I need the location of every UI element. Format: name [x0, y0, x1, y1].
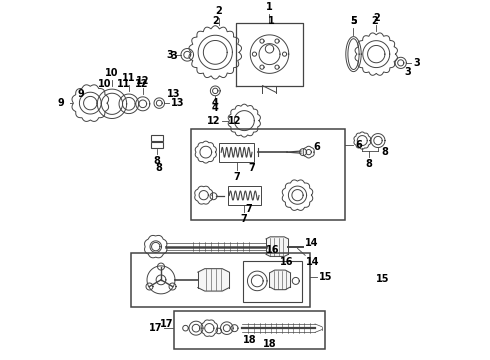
Text: 12: 12	[136, 76, 149, 86]
Text: 6: 6	[355, 140, 362, 150]
Text: 8: 8	[153, 156, 160, 166]
Text: 16: 16	[280, 257, 294, 267]
Text: 3: 3	[167, 50, 173, 60]
Text: 5: 5	[350, 16, 357, 26]
Text: 1: 1	[268, 16, 274, 26]
Text: 2: 2	[212, 16, 219, 26]
Text: 1: 1	[266, 2, 273, 12]
Text: 10: 10	[98, 79, 112, 89]
Bar	[150, 141, 163, 148]
Text: 7: 7	[241, 215, 247, 224]
Text: 16: 16	[266, 246, 279, 255]
Text: 12: 12	[228, 116, 242, 126]
Text: 13: 13	[171, 98, 184, 108]
Bar	[191, 129, 345, 220]
Text: 18: 18	[243, 335, 256, 345]
Text: 5: 5	[350, 16, 357, 26]
Bar	[131, 253, 310, 307]
Text: 7: 7	[233, 172, 240, 182]
Bar	[174, 311, 325, 349]
Text: 9: 9	[57, 98, 64, 108]
Text: 10: 10	[105, 68, 119, 78]
Text: 17: 17	[148, 323, 162, 333]
Text: 13: 13	[167, 89, 180, 99]
Text: 17: 17	[160, 319, 173, 329]
Text: 14: 14	[306, 257, 320, 267]
Text: 8: 8	[156, 163, 163, 173]
Bar	[150, 135, 163, 141]
Text: 3: 3	[170, 51, 177, 61]
Text: 2: 2	[216, 6, 222, 16]
Text: 3: 3	[404, 67, 411, 77]
Text: 2: 2	[371, 16, 378, 26]
Text: 14: 14	[304, 238, 318, 248]
Text: 15: 15	[318, 272, 332, 282]
Text: 6: 6	[313, 142, 320, 152]
Text: 15: 15	[376, 274, 390, 284]
Text: 2: 2	[373, 13, 380, 23]
Text: 18: 18	[263, 339, 276, 349]
Text: 12: 12	[207, 116, 220, 126]
Text: 12: 12	[135, 79, 148, 89]
Bar	[243, 261, 302, 302]
Text: 8: 8	[382, 147, 389, 157]
Text: 7: 7	[248, 163, 255, 173]
Text: 9: 9	[77, 89, 84, 99]
Bar	[227, 186, 261, 204]
Text: 3: 3	[413, 58, 420, 68]
Text: 4: 4	[212, 103, 219, 113]
Text: 7: 7	[245, 204, 252, 214]
Bar	[220, 143, 254, 162]
Text: 4: 4	[212, 98, 219, 108]
Text: 11: 11	[117, 79, 130, 89]
Text: 11: 11	[122, 73, 136, 83]
Text: 8: 8	[366, 159, 373, 169]
